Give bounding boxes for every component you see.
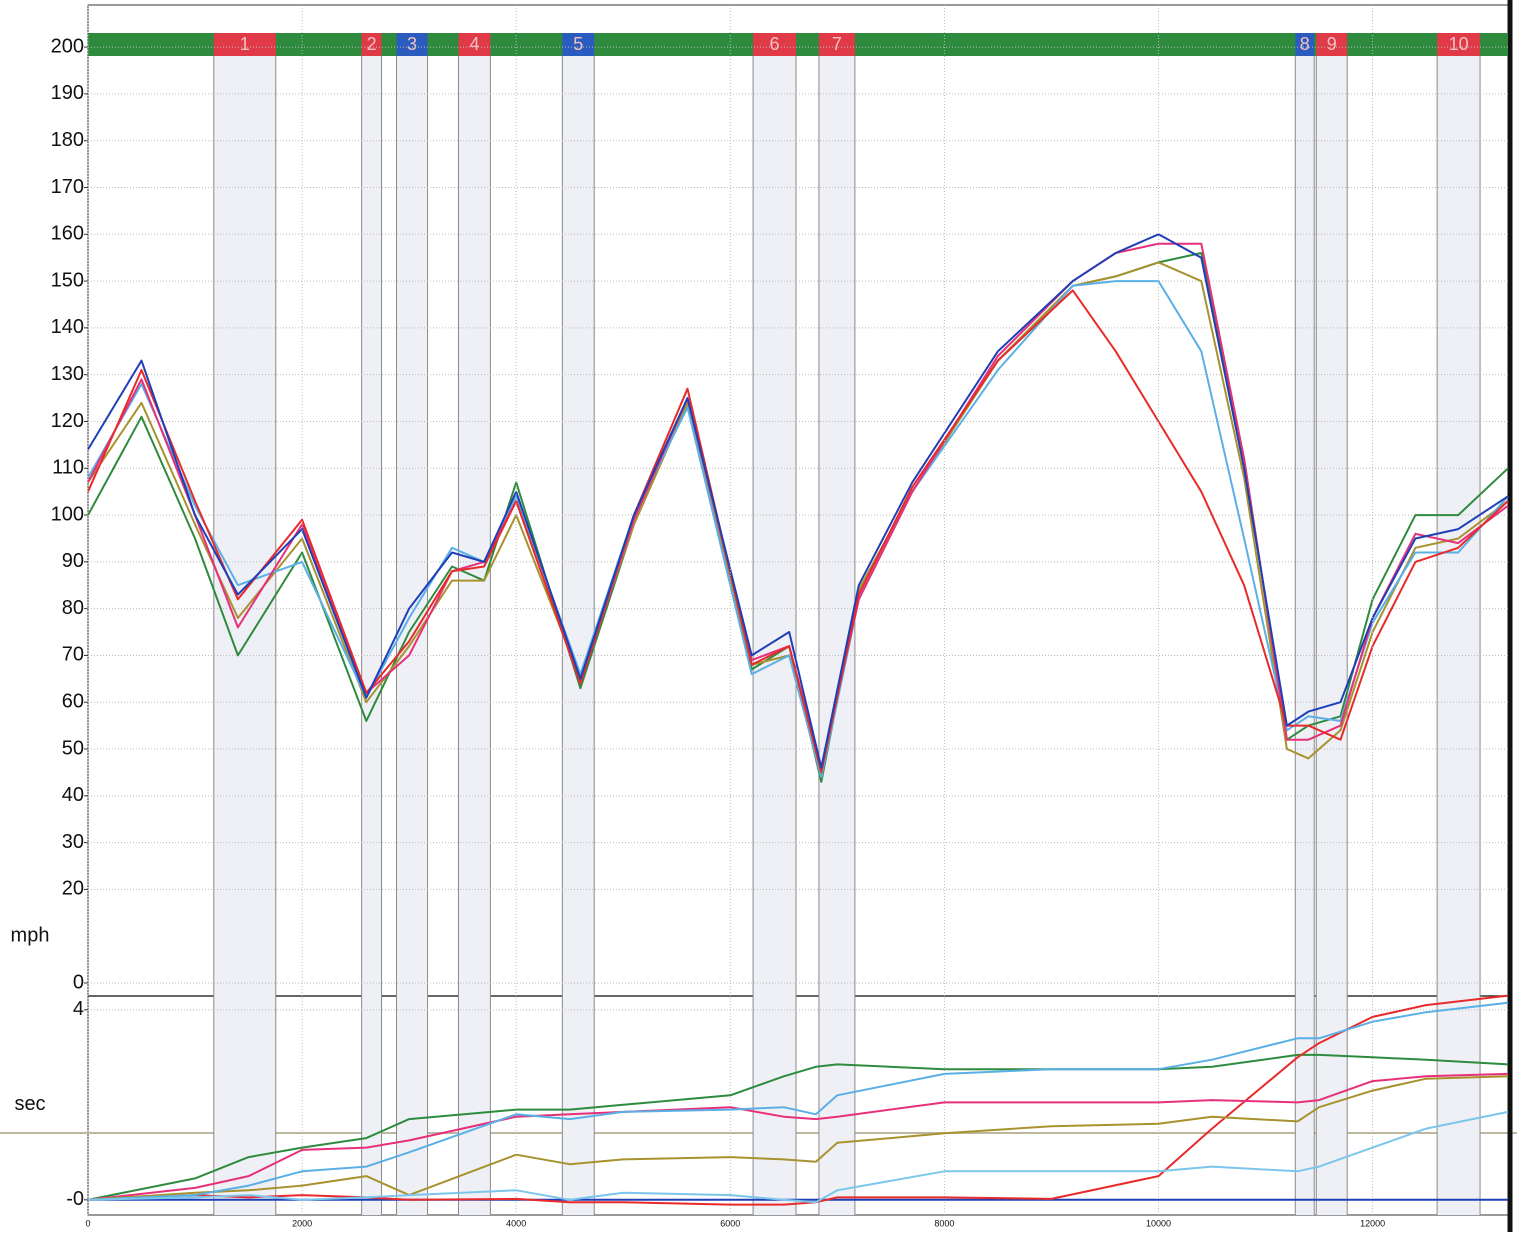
y-tick-label: 50 xyxy=(62,737,84,759)
y-tick-label: 30 xyxy=(62,831,84,853)
series-line xyxy=(87,289,1509,774)
corner-shade xyxy=(1316,56,1348,1215)
series-line xyxy=(87,1053,1509,1201)
y-tick-label: -0 xyxy=(66,1188,84,1210)
y-axis-label: sec xyxy=(14,1093,45,1115)
series-line xyxy=(87,1075,1509,1201)
corner-badge xyxy=(1437,33,1481,56)
y-tick-label: 170 xyxy=(51,176,84,198)
corner-badge xyxy=(1316,33,1348,56)
y-tick-label: 120 xyxy=(51,410,84,432)
corner-label: 7 xyxy=(832,34,842,54)
corner-label: 6 xyxy=(770,34,780,54)
y-tick-label: 100 xyxy=(51,503,84,525)
corner-badge xyxy=(1295,33,1315,56)
y-tick-label: 0 xyxy=(73,971,84,993)
corner-shade xyxy=(1437,56,1481,1215)
corner-shade xyxy=(361,56,382,1215)
y-axis-label: mph xyxy=(11,924,50,946)
y-tick-label: 150 xyxy=(51,269,84,291)
corner-label: 9 xyxy=(1327,34,1337,54)
corner-shade xyxy=(213,56,276,1215)
corner-badge xyxy=(396,33,428,56)
x-tick-label: 6000 xyxy=(720,1218,740,1228)
corner-badge xyxy=(458,33,491,56)
x-tick-label: 4000 xyxy=(506,1218,526,1228)
y-tick-label: 110 xyxy=(52,457,84,479)
corner-badge xyxy=(213,33,276,56)
y-tick-label: 160 xyxy=(51,223,84,245)
corner-label: 5 xyxy=(573,34,583,54)
series-line xyxy=(87,1110,1509,1204)
series-line xyxy=(87,1001,1509,1201)
corner-label: 10 xyxy=(1449,34,1469,54)
corner-label: 3 xyxy=(407,34,417,54)
x-tick-label: 12000 xyxy=(1360,1218,1385,1228)
corner-badge xyxy=(361,33,382,56)
corner-label: 2 xyxy=(367,34,377,54)
corner-shade xyxy=(458,56,491,1215)
series-line xyxy=(87,233,1509,769)
y-tick-label: 140 xyxy=(51,316,84,338)
corner-label: 1 xyxy=(240,34,250,54)
y-tick-label: 70 xyxy=(62,644,84,666)
y-tick-label: 180 xyxy=(51,129,84,151)
corner-shade xyxy=(753,56,797,1215)
x-tick-label: 8000 xyxy=(934,1218,954,1228)
y-tick-label: 190 xyxy=(51,82,84,104)
corner-shade xyxy=(1295,56,1315,1215)
corner-shade xyxy=(562,56,595,1215)
x-tick-label: 2000 xyxy=(292,1218,312,1228)
y-tick-label: 4 xyxy=(73,998,84,1020)
y-tick-label: 90 xyxy=(62,550,84,572)
x-tick-label: 0 xyxy=(85,1218,90,1228)
y-tick-label: 130 xyxy=(51,363,84,385)
corner-badge xyxy=(562,33,595,56)
x-tick-label: 10000 xyxy=(1146,1218,1171,1228)
corner-badge xyxy=(753,33,797,56)
track-bar xyxy=(88,33,1508,56)
corner-label: 8 xyxy=(1300,34,1310,54)
y-tick-label: 60 xyxy=(62,691,84,713)
corner-badge xyxy=(818,33,855,56)
series-line xyxy=(87,994,1509,1206)
corner-label: 4 xyxy=(469,34,479,54)
y-tick-label: 200 xyxy=(51,35,84,57)
y-tick-label: 20 xyxy=(62,878,84,900)
y-tick-label: 40 xyxy=(62,784,84,806)
series-line xyxy=(87,1072,1509,1201)
y-tick-label: 80 xyxy=(62,597,84,619)
